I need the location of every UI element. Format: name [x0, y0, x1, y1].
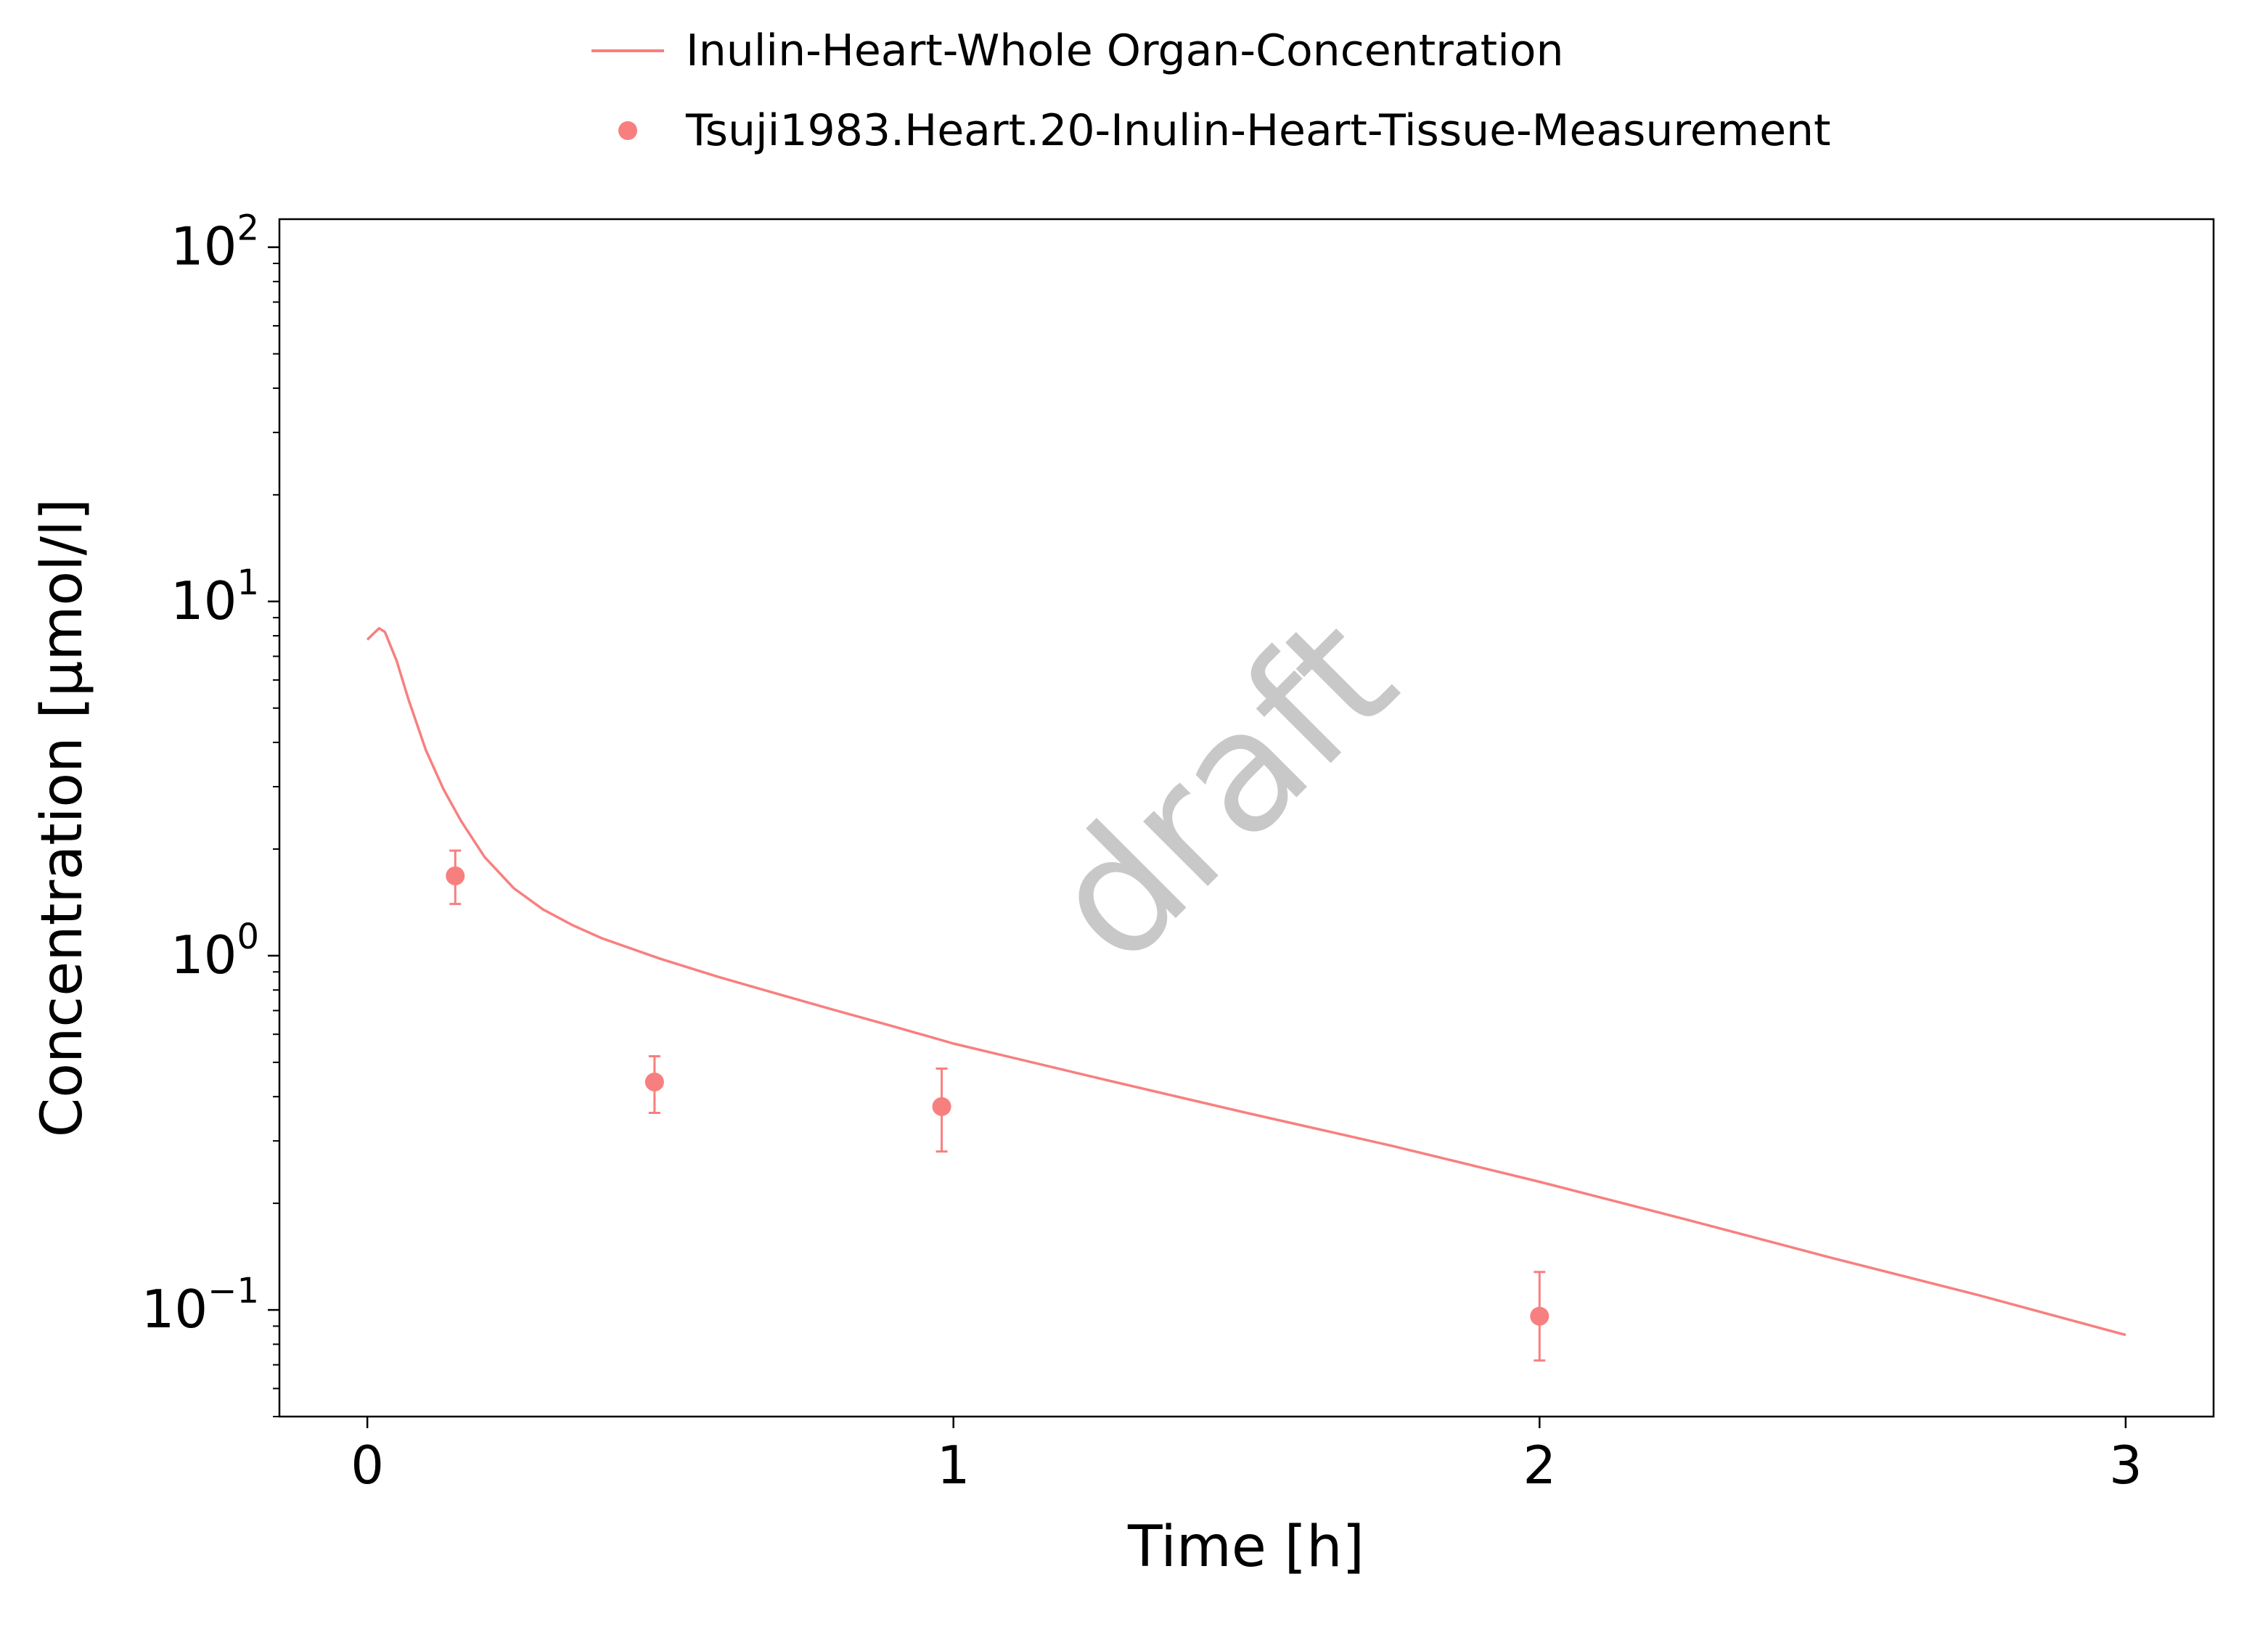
plot-frame [278, 218, 2215, 1418]
y-tick-label: 10−1 [142, 1271, 259, 1340]
measurement-point [644, 1072, 664, 1091]
legend-label-line-series: Inulin-Heart-Whole Organ-Concentration [686, 25, 1564, 76]
measurement-point [446, 866, 465, 885]
x-tick-label: 3 [2109, 1435, 2142, 1496]
y-axis-title: Concentration [µmol/l] [30, 499, 95, 1137]
y-tick-label-exponent: 2 [237, 208, 259, 249]
y-tick-label: 101 [171, 562, 259, 631]
x-axis-title: Time [h] [1127, 1515, 1364, 1580]
x-tick-label: 2 [1523, 1435, 1556, 1496]
x-tick-label: 1 [937, 1435, 970, 1496]
y-tick-label-exponent: 1 [237, 562, 259, 603]
line-series-layer [366, 626, 2126, 1337]
y-tick-label-base: 10 [171, 216, 237, 277]
y-tick-label-base: 10 [171, 570, 237, 631]
simulation-line [366, 626, 2126, 1337]
x-axis: 0 1 2 3 [351, 1417, 2142, 1496]
measurement-point [932, 1097, 951, 1116]
scatter-series-layer [446, 849, 1549, 1362]
y-tick-label-exponent: −1 [208, 1271, 259, 1311]
legend-marker-swatch [618, 121, 637, 140]
y-tick-label-base: 10 [142, 1279, 208, 1340]
y-tick-label: 100 [171, 917, 259, 985]
y-tick-label: 102 [171, 208, 259, 277]
legend-label-scatter-series: Tsuji1983.Heart.20-Inulin-Heart-Tissue-M… [685, 105, 1831, 156]
measurement-point [1530, 1306, 1549, 1326]
x-tick-label: 0 [351, 1435, 384, 1496]
legend: Inulin-Heart-Whole Organ-Concentration T… [591, 25, 1831, 156]
y-tick-label-exponent: 0 [237, 917, 259, 957]
draft-watermark: draft [1013, 581, 1432, 1000]
y-tick-label-base: 10 [171, 925, 237, 985]
